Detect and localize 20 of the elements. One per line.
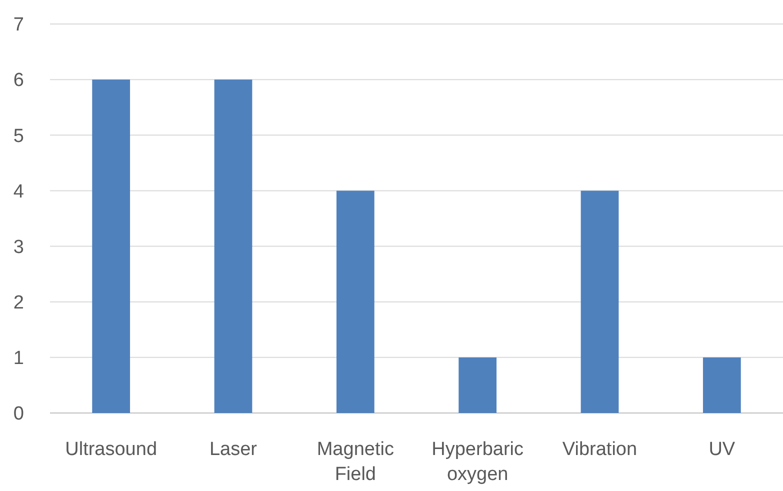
y-tick-label: 3 [13, 236, 24, 258]
y-tick-label: 7 [13, 14, 24, 36]
bar [92, 80, 130, 413]
bar [336, 190, 374, 413]
bar [458, 357, 497, 413]
x-tick-label: Hyperbaric oxygen [432, 439, 524, 485]
x-tick-label: UV [708, 439, 736, 460]
y-tick-label: 6 [13, 70, 24, 92]
x-tick-label: Ultrasound [65, 439, 158, 460]
y-tick-label: 2 [13, 292, 24, 314]
y-tick-label: 0 [13, 404, 24, 425]
x-tick-label: Magnetic Field [316, 439, 394, 485]
y-tick-label: 4 [13, 181, 24, 202]
bar [702, 357, 741, 413]
y-tick-label: 5 [13, 126, 24, 147]
bar [580, 190, 619, 413]
x-tick-label: Laser [209, 439, 258, 460]
y-tick-label: 1 [13, 348, 24, 370]
x-tick-label: Vibration [562, 439, 638, 460]
bar [214, 80, 252, 413]
